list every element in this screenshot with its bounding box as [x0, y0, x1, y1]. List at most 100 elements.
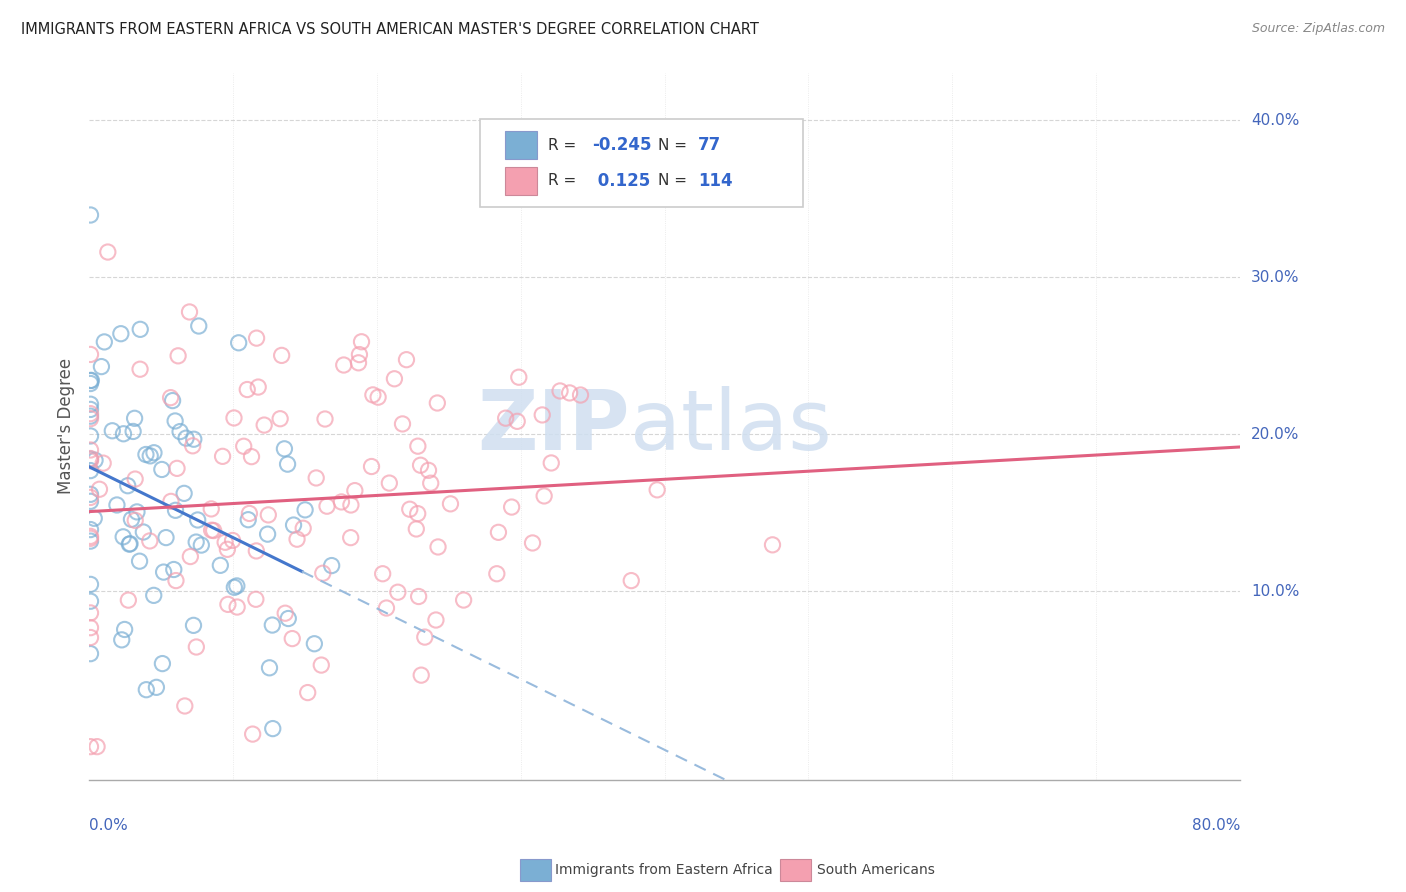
Point: [332, 358, 354, 372]
Point: [305, 471, 328, 485]
Point: [135, 682, 157, 697]
Point: [129, 322, 152, 336]
Point: [200, 502, 222, 516]
Text: 80.0%: 80.0%: [1192, 819, 1240, 833]
Point: [165, 503, 187, 517]
Point: [79, 411, 101, 425]
Point: [79, 621, 101, 635]
Point: [548, 384, 571, 398]
Point: [506, 414, 529, 428]
Point: [273, 442, 295, 456]
Point: [485, 566, 508, 581]
Point: [89, 482, 111, 496]
Point: [179, 305, 201, 319]
Point: [508, 370, 530, 384]
Point: [340, 498, 363, 512]
Point: [214, 535, 236, 549]
Point: [135, 448, 157, 462]
Point: [91, 456, 114, 470]
Point: [304, 637, 326, 651]
Point: [169, 425, 191, 439]
Point: [83, 511, 105, 525]
Point: [79, 402, 101, 417]
Point: [360, 459, 382, 474]
Point: [232, 439, 254, 453]
Point: [117, 593, 139, 607]
Point: [427, 540, 450, 554]
Point: [501, 500, 523, 514]
Point: [761, 538, 783, 552]
Point: [281, 632, 304, 646]
Point: [139, 533, 162, 548]
Text: N =: N =: [658, 173, 692, 188]
Text: 10.0%: 10.0%: [1251, 583, 1299, 599]
Point: [294, 503, 316, 517]
Point: [270, 348, 292, 362]
Point: [186, 640, 208, 654]
Point: [128, 554, 150, 568]
Point: [405, 522, 427, 536]
Point: [79, 491, 101, 505]
Point: [79, 374, 101, 388]
Point: [236, 383, 259, 397]
Point: [79, 739, 101, 754]
Point: [79, 409, 101, 424]
Text: 114: 114: [697, 172, 733, 190]
Point: [79, 534, 101, 549]
Point: [257, 508, 280, 522]
Point: [160, 494, 183, 508]
Point: [112, 426, 135, 441]
Text: 0.125: 0.125: [592, 172, 651, 190]
Point: [242, 727, 264, 741]
Point: [142, 588, 165, 602]
Point: [150, 462, 173, 476]
Point: [238, 507, 260, 521]
Point: [93, 334, 115, 349]
Point: [409, 458, 432, 473]
Point: [283, 518, 305, 533]
Point: [79, 531, 101, 545]
Point: [125, 505, 148, 519]
Point: [152, 657, 174, 671]
Text: Source: ZipAtlas.com: Source: ZipAtlas.com: [1251, 22, 1385, 36]
Point: [312, 566, 335, 581]
Point: [86, 739, 108, 754]
Point: [139, 449, 162, 463]
Point: [84, 453, 107, 467]
Point: [79, 208, 101, 222]
Point: [173, 486, 195, 500]
FancyBboxPatch shape: [505, 131, 537, 160]
Point: [209, 558, 232, 573]
Point: [79, 429, 101, 443]
Point: [224, 580, 246, 594]
Point: [378, 476, 401, 491]
Point: [343, 483, 366, 498]
Point: [79, 464, 101, 478]
FancyBboxPatch shape: [505, 167, 537, 195]
Point: [110, 326, 132, 341]
Point: [132, 524, 155, 539]
Point: [79, 451, 101, 466]
Point: [321, 558, 343, 573]
Point: [124, 411, 146, 425]
Point: [152, 565, 174, 579]
Point: [114, 623, 136, 637]
Point: [112, 530, 135, 544]
Point: [80, 373, 103, 387]
Point: [202, 524, 225, 538]
Text: 30.0%: 30.0%: [1251, 269, 1299, 285]
Point: [292, 521, 315, 535]
Point: [79, 577, 101, 591]
Text: ZIP: ZIP: [478, 386, 630, 467]
Point: [163, 562, 186, 576]
Point: [211, 450, 233, 464]
Text: R =: R =: [548, 137, 582, 153]
Point: [187, 513, 209, 527]
Point: [79, 397, 101, 411]
Point: [79, 407, 101, 421]
Point: [79, 454, 101, 468]
Text: 77: 77: [697, 136, 721, 154]
Point: [190, 538, 212, 552]
Point: [285, 532, 308, 546]
Point: [101, 424, 124, 438]
